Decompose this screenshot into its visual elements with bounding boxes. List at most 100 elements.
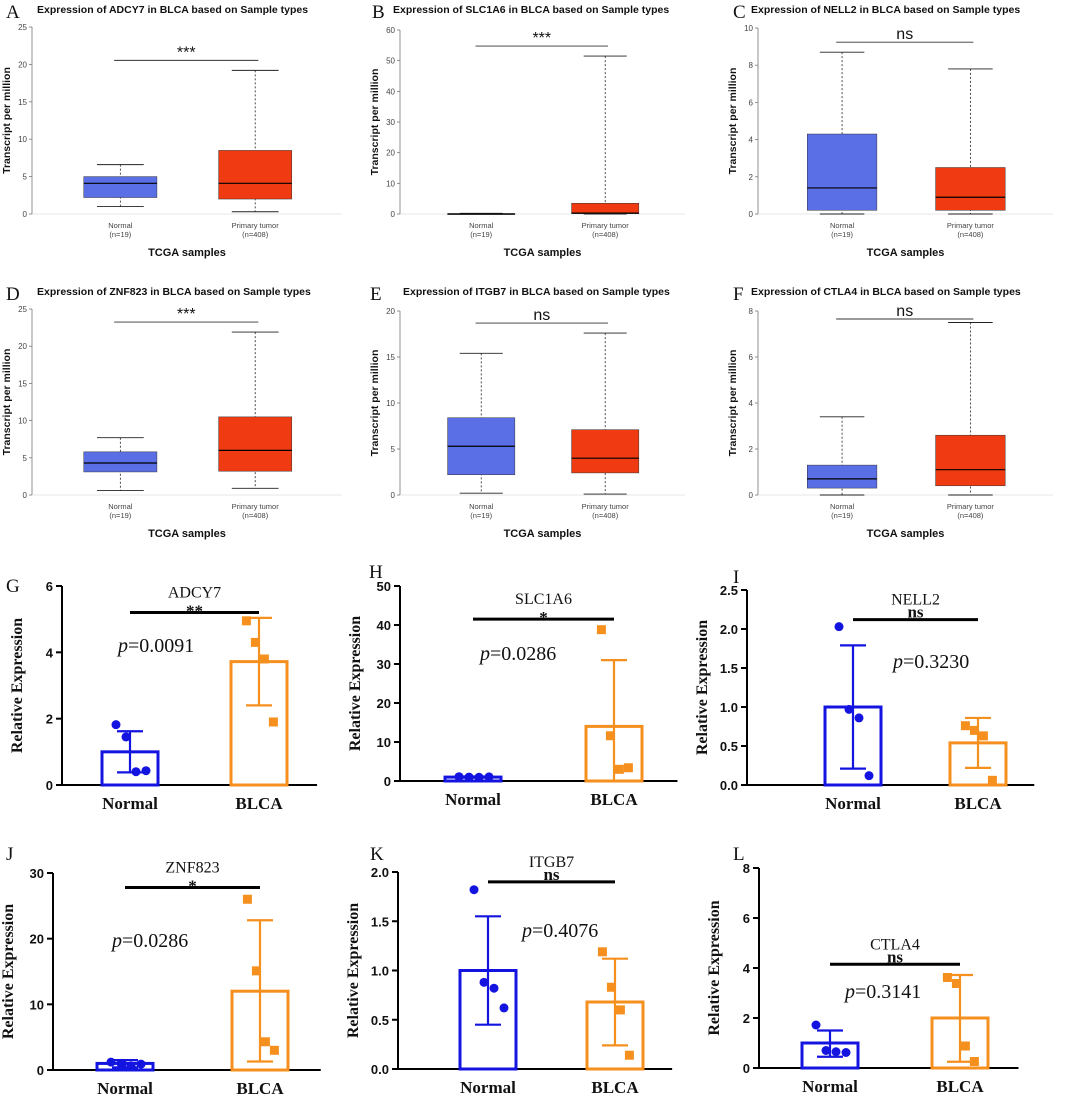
y-tick-label: 20	[386, 307, 395, 316]
box-tumor	[571, 332, 640, 495]
category-label: Normal	[830, 502, 855, 511]
y-tick-label: 0.5	[371, 1013, 389, 1028]
panel-letter: J	[6, 844, 13, 865]
y-tick-label: 8	[743, 861, 750, 876]
y-axis-label: Relative Expression	[345, 903, 362, 1038]
data-point	[136, 1059, 146, 1069]
data-point	[969, 725, 979, 735]
data-point	[596, 625, 606, 635]
box-tumor	[935, 68, 1006, 215]
box-iqr	[935, 434, 1006, 487]
x-axis-label: TCGA samples	[148, 528, 226, 540]
panel-title: Expression of CTLA4 in BLCA based on Sam…	[751, 286, 1021, 298]
box-tumor	[571, 55, 640, 215]
significance-label: ns	[896, 303, 913, 320]
data-point	[960, 721, 970, 731]
p-value-label: p=0.3230	[891, 651, 969, 673]
p-symbol: p	[478, 643, 490, 665]
category-label: BLCA	[954, 794, 1002, 813]
category-n: (n=408)	[592, 230, 619, 239]
category-label: BLCA	[936, 1077, 984, 1096]
bar-blca	[948, 716, 1008, 787]
y-tick-label: 20	[18, 60, 27, 69]
box-panel-e: E Expression of ITGB7 in BLCA based on Sa…	[369, 284, 685, 540]
box-panel-f: F Expression of CTLA4 in BLCA based on Sa…	[727, 284, 1053, 540]
panel-title: Expression of ADCY7 in BLCA based on Sam…	[37, 4, 308, 16]
p-value-label: p=0.4076	[520, 920, 598, 942]
panel-title: Expression of ZNF823 in BLCA based on Sa…	[37, 286, 311, 298]
y-tick-label: 2.5	[720, 583, 738, 598]
category-n: (n=408)	[242, 230, 269, 239]
bar-panel-h: H 0 10 20 30 40 50 Relative Expression Normal BLC…	[347, 562, 678, 809]
data-point	[615, 1005, 625, 1015]
box-tumor	[218, 331, 293, 489]
bar-blca	[584, 625, 644, 783]
significance-label: ns	[533, 307, 550, 324]
p-value-label: p=0.3141	[843, 981, 921, 1003]
box-normal	[83, 164, 158, 207]
category-n: (n=408)	[592, 511, 619, 520]
data-point	[268, 717, 278, 727]
box-panel-a: A Expression of ADCY7 in BLCA based on Sa…	[1, 2, 342, 259]
category-label: BLCA	[235, 794, 283, 813]
bar-blca	[229, 616, 289, 787]
data-point	[960, 1041, 970, 1051]
box-normal	[807, 51, 878, 215]
category-label: Normal	[108, 502, 133, 511]
data-point	[987, 775, 997, 785]
panel-letter: E	[370, 284, 382, 305]
data-point	[499, 1003, 509, 1013]
y-tick-label: 40	[386, 87, 395, 96]
data-point	[623, 763, 633, 773]
data-point	[454, 772, 464, 782]
box-normal	[83, 437, 158, 491]
panel-letter: H	[369, 562, 383, 583]
y-axis-label: Relative Expression	[347, 616, 364, 751]
category-label: Normal	[469, 221, 494, 230]
x-axis-label: TCGA samples	[867, 528, 945, 540]
significance-label: ns	[896, 26, 913, 43]
y-tick-label: 1.0	[371, 964, 389, 979]
data-point	[241, 616, 251, 626]
box-normal	[807, 416, 878, 496]
data-point	[251, 966, 261, 976]
category-label: Primary tumor	[582, 502, 630, 511]
data-point	[597, 947, 607, 957]
y-tick-label: 4	[743, 961, 751, 976]
category-label: Normal	[97, 1079, 153, 1098]
panel-letter: A	[6, 2, 20, 23]
category-n: (n=19)	[470, 511, 492, 520]
y-tick-label: 10	[386, 399, 395, 408]
y-tick-label: 6	[743, 911, 750, 926]
bar-normal	[800, 1020, 860, 1070]
y-tick-label: 2	[743, 1011, 750, 1026]
category-n: (n=408)	[957, 511, 984, 520]
data-point	[116, 1058, 126, 1068]
category-n: (n=19)	[831, 230, 853, 239]
bar-panel-k: K 0.0 0.5 1.0 1.5 2.0 Relative Expression Norma…	[345, 844, 673, 1097]
y-tick-label: 50	[386, 57, 395, 66]
box-panel-d: D Expression of ZNF823 in BLCA based on S…	[1, 284, 342, 540]
data-point	[942, 973, 952, 982]
significance-label: ns	[543, 865, 559, 884]
data-point	[811, 1020, 821, 1030]
y-tick-label: 0	[391, 210, 396, 219]
data-point	[106, 1057, 116, 1067]
category-label: Normal	[102, 794, 158, 813]
panel-letter: G	[6, 576, 20, 597]
y-tick-label: 15	[386, 353, 395, 362]
data-point	[474, 772, 484, 782]
data-point	[831, 1047, 841, 1057]
gene-label: ADCY7	[168, 585, 221, 602]
y-tick-label: 0.0	[371, 1062, 389, 1077]
category-label: Normal	[445, 790, 501, 809]
y-tick-label: 0	[23, 210, 28, 219]
p-number: =0.0286	[122, 930, 188, 952]
y-tick-label: 25	[18, 23, 27, 32]
data-point	[121, 732, 131, 742]
y-axis-label: Relative Expression	[694, 620, 711, 755]
y-tick-label: 1.0	[720, 700, 738, 715]
data-point	[606, 982, 616, 992]
data-point	[978, 731, 988, 741]
category-label: BLCA	[590, 790, 638, 809]
